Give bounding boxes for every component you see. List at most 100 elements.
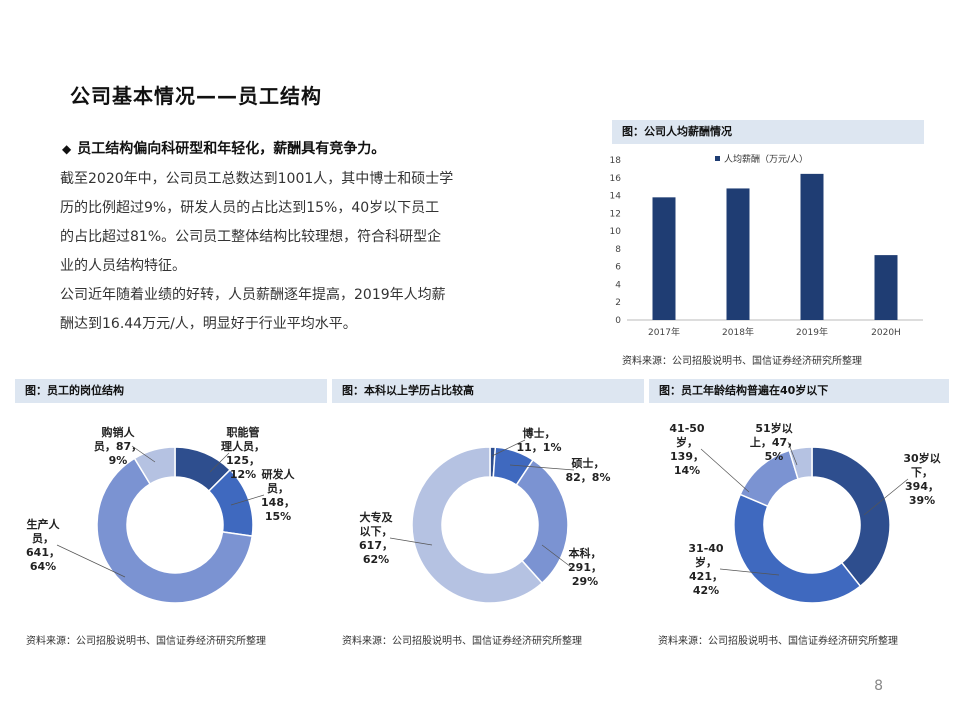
slice-label: 15% [265, 510, 291, 523]
slice-label: 617， [359, 539, 393, 552]
body-line: 截至2020年中，公司员工总数达到1001人，其中博士和硕士学 [60, 171, 454, 187]
salary-source: 资料来源：公司招股说明书、国信证券经济研究所整理 [622, 356, 862, 367]
slice-label: 31-40 [688, 542, 724, 555]
leader-line [719, 568, 780, 576]
leader-line [131, 445, 156, 463]
slice-label: 30岁以 [903, 451, 940, 465]
y-tick-label: 0 [615, 316, 621, 326]
slice-label: 员，87， [94, 440, 142, 453]
slice-label: 14% [674, 464, 700, 477]
body-line: 公司近年随着业绩的好转，人员薪酬逐年提高，2019年人均薪 [60, 287, 446, 303]
y-tick-label: 18 [610, 156, 622, 166]
leader-line [787, 441, 798, 466]
body-text: 截至2020年中，公司员工总数达到1001人，其中博士和硕士学 历的比例超过9%… [60, 165, 500, 339]
y-tick-label: 16 [610, 174, 622, 184]
slice-label: 291， [568, 561, 602, 574]
position-source: 资料来源：公司招股说明书、国信证券经济研究所整理 [26, 636, 266, 647]
leader-line [863, 478, 909, 516]
y-tick-label: 2 [615, 298, 621, 308]
slice-label: 研发人 [262, 467, 296, 481]
x-tick-label: 2019年 [796, 326, 828, 338]
donut-slice [733, 493, 862, 604]
slice-label: 下， [911, 466, 933, 479]
salary-bar [652, 197, 676, 320]
page-number: 8 [874, 678, 883, 694]
slice-label: 5% [765, 450, 784, 463]
slice-label: 42% [693, 584, 719, 597]
leader-line [491, 439, 526, 457]
body-line: 业的人员结构特征。 [60, 258, 186, 274]
slice-label: 岁， [676, 435, 698, 449]
slice-label: 394， [905, 480, 939, 493]
leader-line [230, 494, 265, 506]
slice-label: 本科， [569, 546, 602, 560]
education-source: 资料来源：公司招股说明书、国信证券经济研究所整理 [342, 636, 582, 647]
y-tick-label: 6 [615, 263, 621, 273]
y-tick-label: 12 [610, 209, 621, 219]
salary-bar-chart: 0 2 4 6 8 10 12 14 16 18 2017年 2018年 2019年 2020H 人均薪酬（… [610, 153, 923, 338]
y-tick-label: 8 [615, 245, 621, 255]
leader-line [509, 464, 575, 471]
slice-label: 29% [572, 575, 598, 588]
slice-label: 41-50 [669, 422, 705, 435]
slice-label: 博士， [523, 426, 556, 440]
key-point: ◆ 员工结构偏向科研型和年轻化，薪酬具有竞争力。 [62, 138, 385, 158]
legend-label: 人均薪酬（万元/人） [724, 153, 808, 165]
salary-bar [800, 173, 824, 320]
age-chart-caption: 图：员工年龄结构普遍在40岁以下 [649, 379, 949, 403]
slice-label: 员， [267, 482, 289, 495]
slice-label: 148， [261, 496, 295, 509]
slice-label: 岁， [695, 555, 717, 569]
slice-label: 以下， [360, 525, 393, 538]
legend-swatch [715, 156, 720, 161]
body-line: 历的比例超过9%，研发人员的占比达到15%，40岁以下员工 [60, 200, 440, 216]
leader-line [389, 537, 433, 546]
slice-label: 421， [689, 570, 723, 583]
diamond-bullet-icon: ◆ [62, 142, 72, 156]
slice-label: 51岁以 [755, 421, 792, 435]
slice-label: 82，8% [566, 471, 611, 484]
donut-slice [811, 446, 891, 588]
slice-label: 641， [26, 546, 60, 559]
x-tick-label: 2017年 [648, 326, 680, 338]
donut-slice [96, 457, 254, 604]
salary-bar [726, 188, 750, 320]
slice-label: 职能管 [227, 425, 260, 439]
age-source: 资料来源：公司招股说明书、国信证券经济研究所整理 [658, 636, 898, 647]
slice-label: 62% [363, 553, 389, 566]
slice-label: 11，1% [517, 441, 562, 454]
leader-line [56, 544, 126, 578]
x-tick-label: 2018年 [722, 326, 754, 338]
y-tick-label: 4 [615, 280, 621, 290]
salary-chart-caption: 图：公司人均薪酬情况 [612, 120, 924, 144]
education-chart-caption: 图：本科以上学历占比较高 [332, 379, 644, 403]
slice-label: 理人员， [221, 439, 265, 453]
slice-label: 39% [909, 494, 935, 507]
slice-label: 大专及 [360, 510, 394, 524]
donut-slice [133, 446, 176, 486]
leader-line [209, 452, 230, 473]
leader-line [700, 448, 750, 493]
slice-label: 硕士， [572, 456, 605, 470]
salary-bar [874, 255, 898, 320]
slice-label: 员， [32, 532, 54, 545]
slice-label: 64% [30, 560, 56, 573]
age-donut-chart: 30岁以下，394，39%31-40岁，421，42%41-50岁，139，14… [669, 421, 941, 604]
body-line: 的占比超过81%。公司员工整体结构比较理想，符合科研型企 [60, 229, 442, 245]
slice-label: 139， [670, 450, 704, 463]
slice-label: 上，47， [750, 435, 798, 449]
slice-label: 12% [230, 468, 256, 481]
y-tick-label: 10 [610, 227, 622, 237]
leader-line [541, 544, 572, 568]
slice-label: 生产人 [27, 517, 61, 531]
slice-label: 125， [226, 454, 260, 467]
slice-label: 购销人 [102, 425, 136, 439]
y-tick-label: 14 [610, 192, 622, 202]
x-tick-label: 2020H [871, 328, 901, 338]
page-title: 公司基本情况——员工结构 [70, 84, 322, 108]
donut-slice [788, 446, 813, 481]
donut-slice [411, 446, 544, 604]
position-chart-caption: 图：员工的岗位结构 [15, 379, 327, 403]
